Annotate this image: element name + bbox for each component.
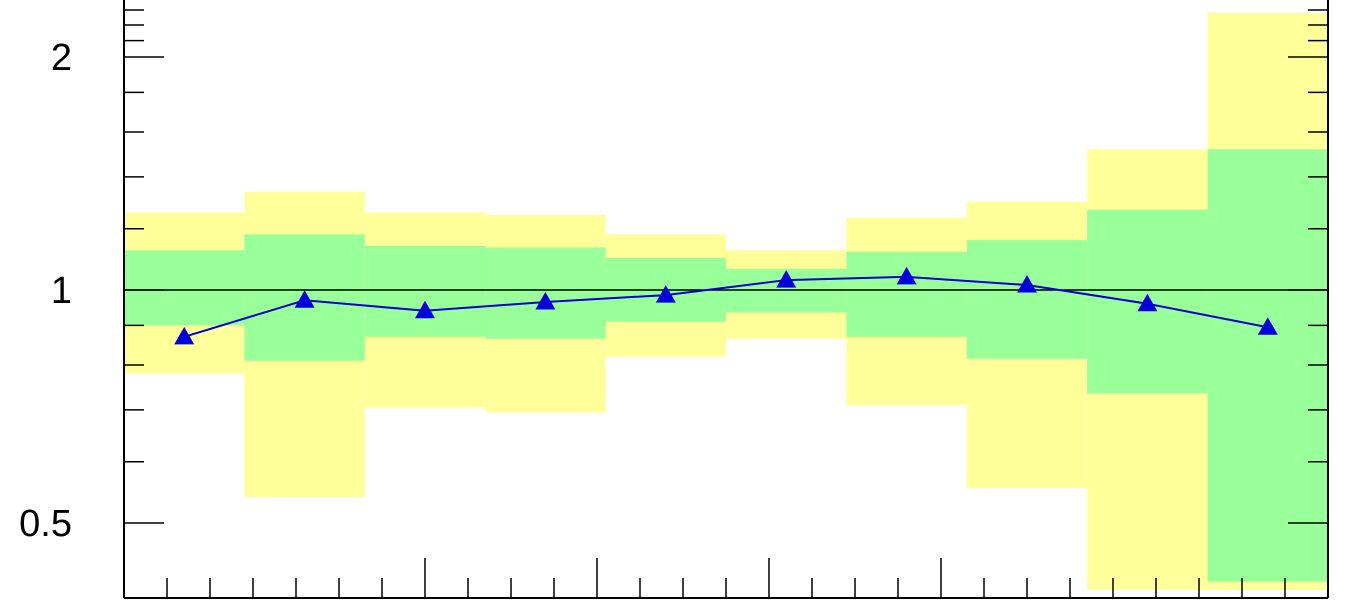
inner-band-group <box>124 149 1328 582</box>
y-tick-label: 0.5 <box>19 503 72 545</box>
data-point-marker <box>1017 274 1037 293</box>
y-tick-label: 2 <box>51 37 72 79</box>
inner-band-bin <box>1207 149 1328 582</box>
data-point-marker <box>415 300 435 319</box>
tick-labels-group: 0.5 1 2 <box>19 37 72 545</box>
inner-band-bin <box>364 245 486 337</box>
data-point-marker <box>1137 293 1158 312</box>
series-line <box>183 275 1268 338</box>
data-point-marker <box>776 270 797 288</box>
axes-group <box>123 0 1329 599</box>
y-tick-label: 1 <box>51 270 72 312</box>
data-point-marker <box>1257 317 1278 335</box>
inner-band-bin <box>846 251 967 337</box>
data-point-marker <box>535 291 556 310</box>
data-point-marker <box>294 290 315 308</box>
inner-band-bin <box>966 240 1088 359</box>
data-point-marker <box>655 285 676 303</box>
inner-band-bin <box>124 250 245 326</box>
data-point-marker <box>174 326 195 345</box>
data-point-marker <box>896 266 917 285</box>
series-group <box>174 266 1278 345</box>
